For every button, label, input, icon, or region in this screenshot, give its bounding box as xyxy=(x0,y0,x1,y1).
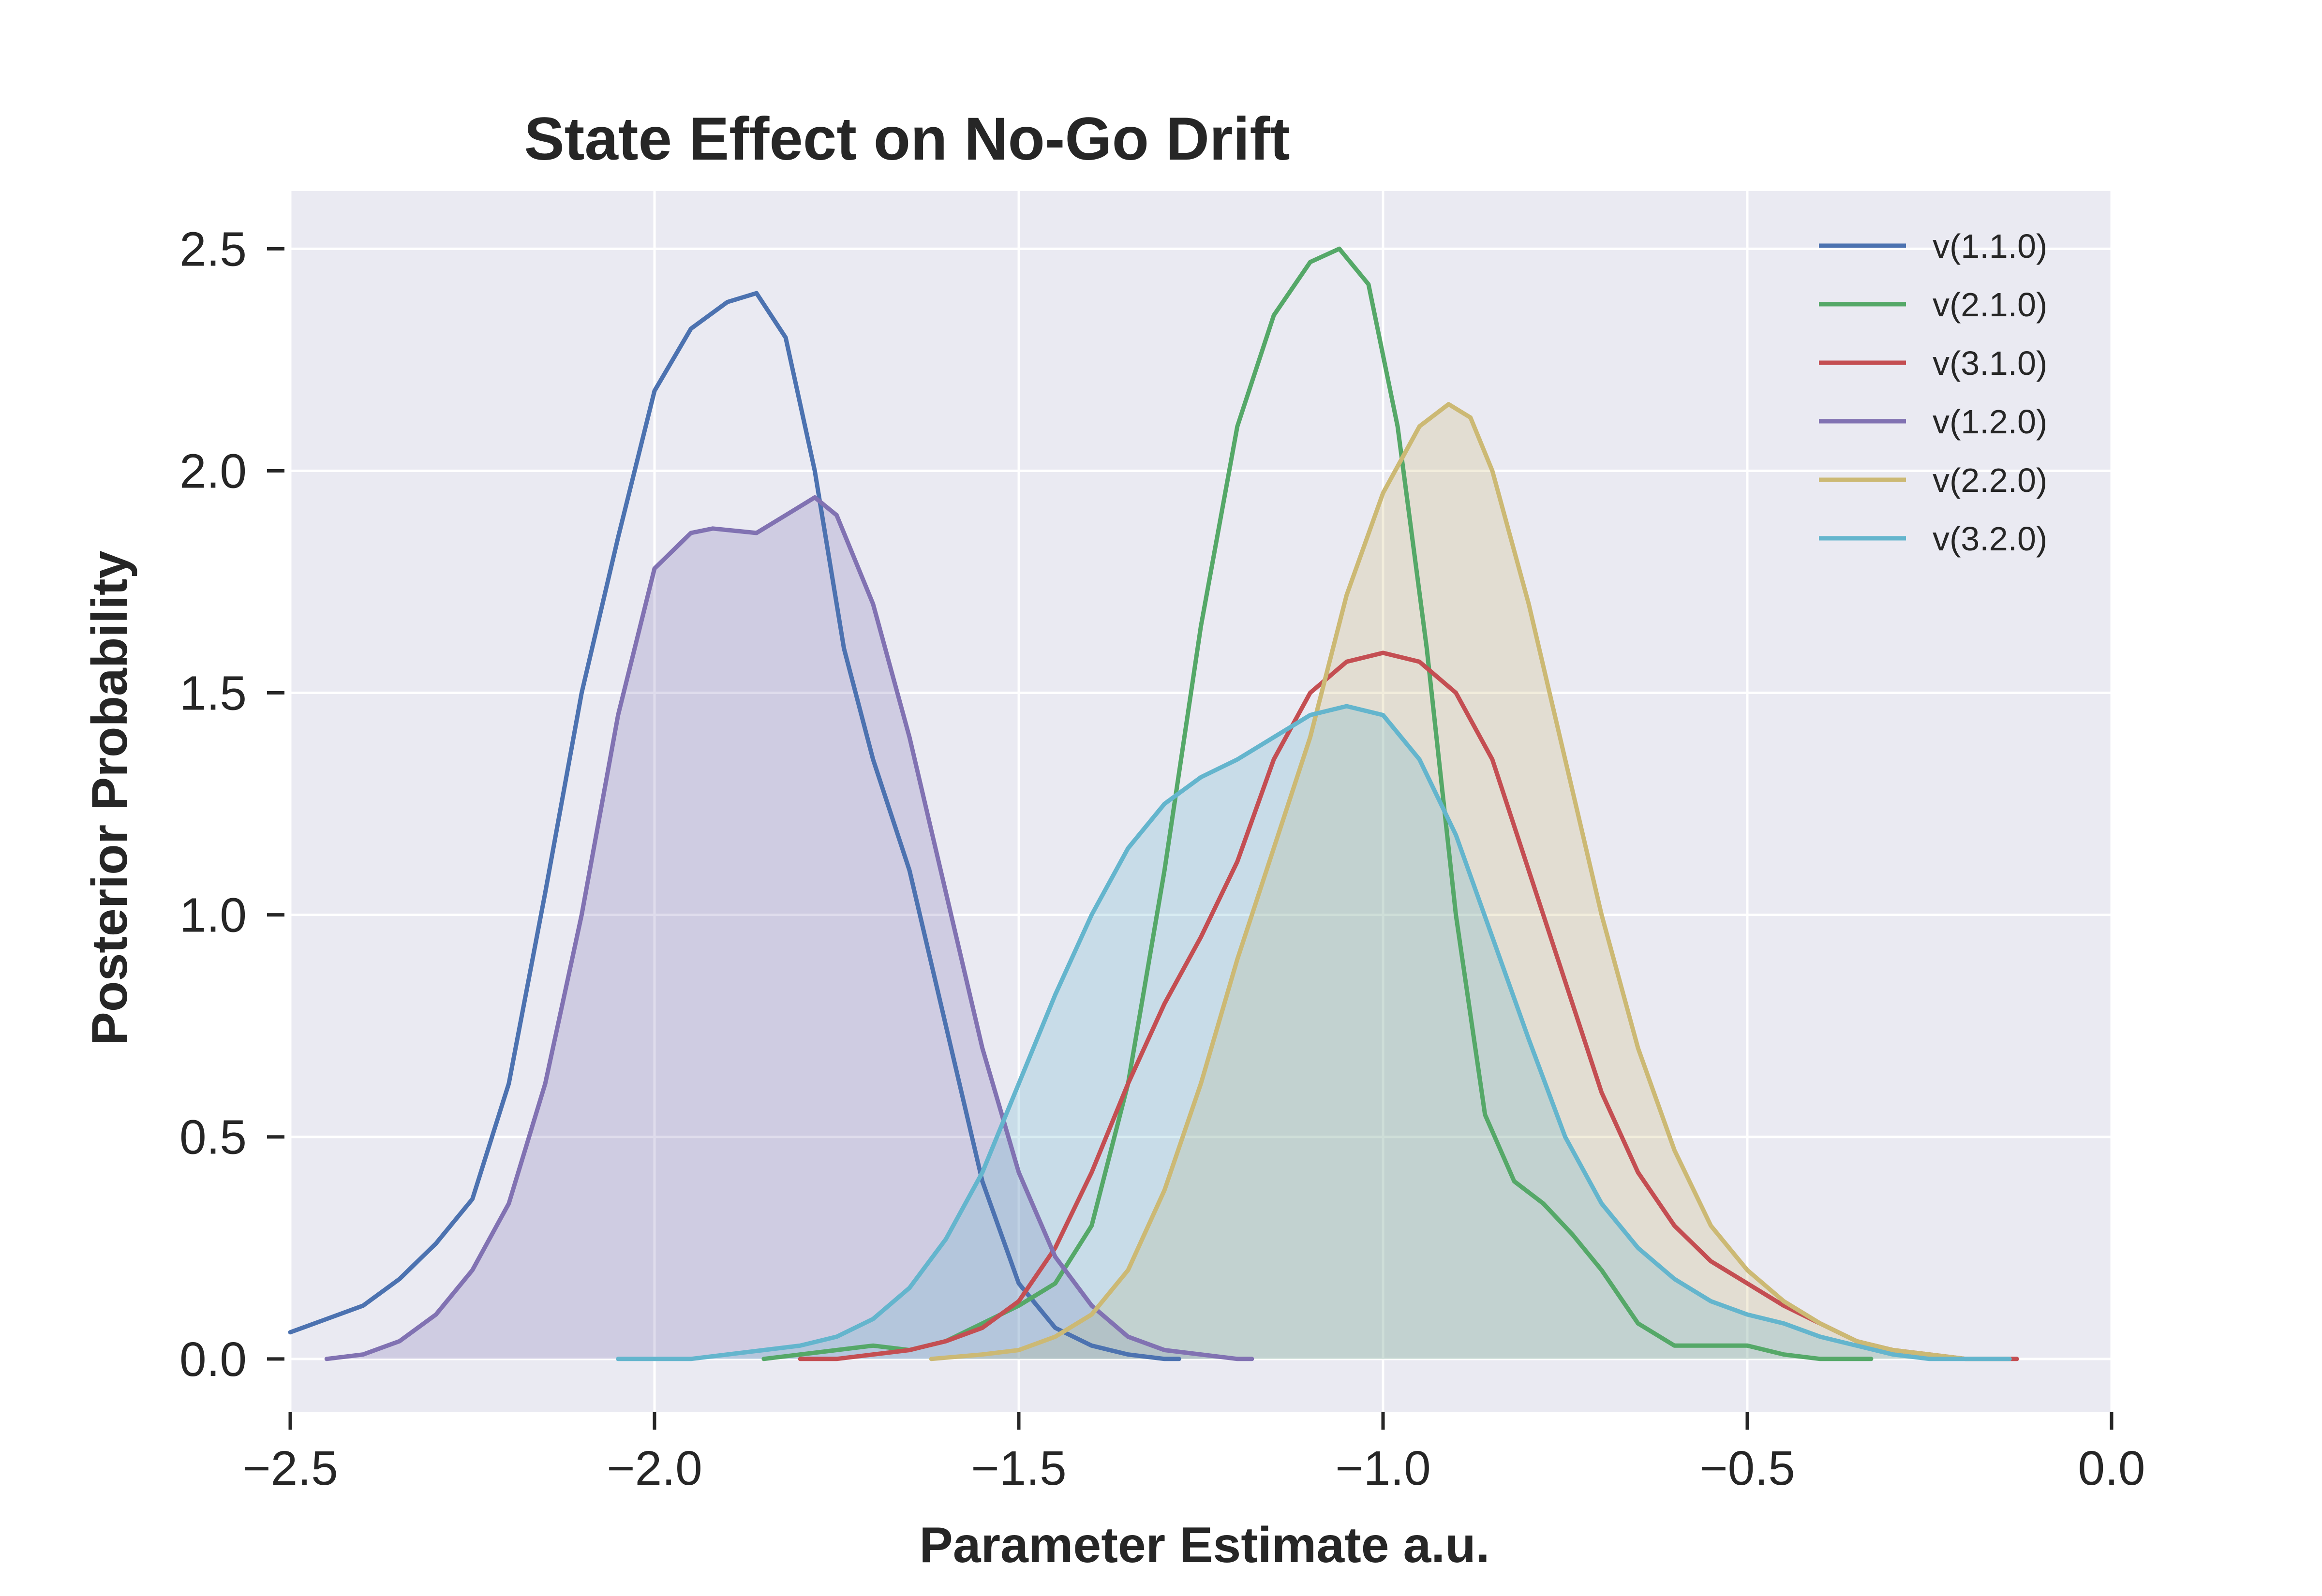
x-tick-label: 0.0 xyxy=(2078,1441,2145,1495)
density-fill-4 xyxy=(327,497,1252,1359)
legend-label-4: v(1.2.0) xyxy=(1933,403,2047,441)
density-line-1 xyxy=(288,291,1181,1361)
density-line-5 xyxy=(929,402,2012,1361)
x-tick-label: −1.0 xyxy=(1335,1441,1430,1495)
chart-title: State Effect on No-Go Drift xyxy=(524,105,1290,173)
legend-label-1: v(1.1.0) xyxy=(1933,227,2047,265)
density-line-4 xyxy=(324,495,1254,1361)
x-tick-label: −2.5 xyxy=(242,1441,338,1495)
x-tick-label: −1.5 xyxy=(971,1441,1066,1495)
x-tick-label: −0.5 xyxy=(1699,1441,1795,1495)
density-line-6 xyxy=(616,704,2012,1361)
y-axis-label: Posterior Probability xyxy=(82,550,138,1045)
legend-label-5: v(2.2.0) xyxy=(1933,461,2047,499)
y-tick-label: 1.5 xyxy=(179,666,247,721)
legend-label-6: v(3.2.0) xyxy=(1933,520,2047,558)
legend-label-3: v(3.1.0) xyxy=(1933,344,2047,382)
y-tick-label: 0.0 xyxy=(179,1332,247,1387)
plot-area xyxy=(290,191,2112,1412)
y-axis: 0.0 0.5 1.0 1.5 2.0 2.5 xyxy=(179,222,284,1387)
y-tick-label: 2.5 xyxy=(179,222,247,276)
y-tick-label: 2.0 xyxy=(179,444,247,498)
x-tick-label: −2.0 xyxy=(607,1441,702,1495)
density-fill-6 xyxy=(618,706,2010,1359)
density-lines xyxy=(288,246,2019,1361)
y-tick-label: 1.0 xyxy=(179,888,247,943)
x-axis-label: Parameter Estimate a.u. xyxy=(919,1517,1489,1573)
y-tick-label: 0.5 xyxy=(179,1110,247,1165)
legend: v(1.1.0) v(2.1.0) v(3.1.0) v(1.2.0) v(2.2.0)… xyxy=(1819,227,2047,558)
legend-label-2: v(2.1.0) xyxy=(1933,286,2047,324)
x-axis: −2.5 −2.0 −1.5 −1.0 −0.5 0.0 xyxy=(242,1412,2145,1495)
